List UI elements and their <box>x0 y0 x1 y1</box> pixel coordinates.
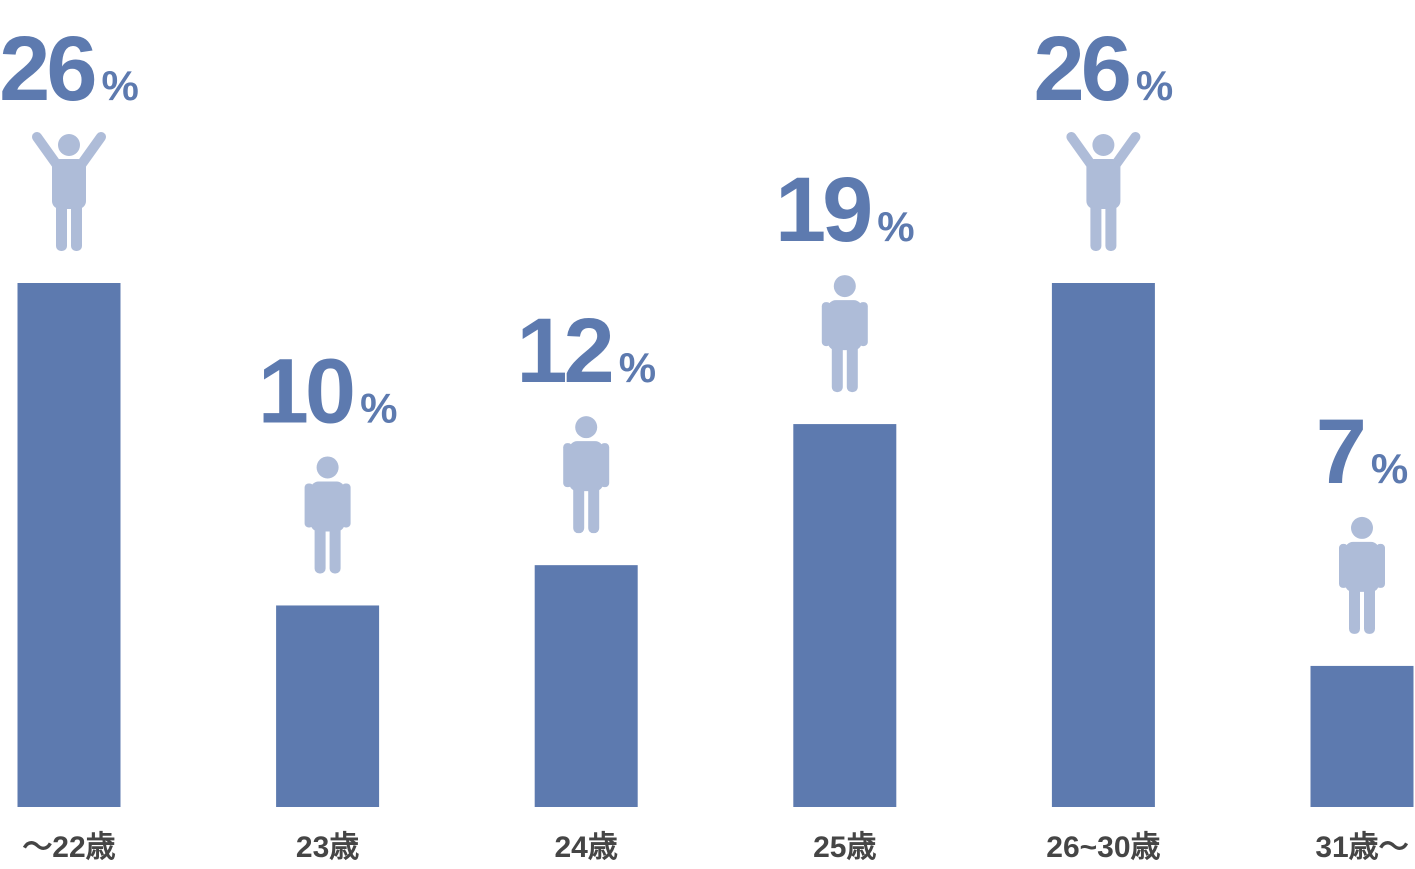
person-head <box>58 134 80 156</box>
person-arm <box>1376 543 1385 588</box>
x-tick-label: 31歳～ <box>1315 831 1408 864</box>
bar <box>17 283 121 807</box>
person-icon <box>821 275 868 393</box>
person-leg <box>329 515 341 574</box>
person-leg <box>573 475 585 534</box>
value-label: 26% <box>1034 18 1174 120</box>
person-head <box>316 456 339 479</box>
person-arm <box>76 132 106 170</box>
bar <box>793 424 897 807</box>
person-leg <box>1090 193 1102 251</box>
person-icon <box>304 456 351 574</box>
person-leg <box>56 193 67 251</box>
value-label: 12% <box>516 300 656 402</box>
value-label: 10% <box>258 340 398 442</box>
person-head <box>1092 134 1115 156</box>
person-leg <box>1349 575 1360 634</box>
value-label: 26% <box>0 18 139 120</box>
person-arm <box>1066 132 1097 170</box>
person-arm <box>1339 543 1348 588</box>
person-icon <box>563 416 610 534</box>
person-icon <box>1066 132 1141 251</box>
person-icon <box>32 132 106 251</box>
x-tick-label: 26~30歳 <box>1046 831 1160 864</box>
person-leg <box>831 334 843 393</box>
person-arm <box>304 483 314 528</box>
person-leg <box>1364 575 1375 634</box>
person-leg <box>314 515 326 574</box>
person-arm <box>1110 132 1141 170</box>
person-arm <box>341 483 351 528</box>
person-leg <box>846 334 858 393</box>
bar <box>1310 665 1414 807</box>
person-head <box>833 275 856 298</box>
person-arm <box>32 132 62 170</box>
x-tick-label: 24歳 <box>555 831 618 864</box>
person-arm <box>821 302 831 347</box>
person-arm <box>563 443 573 488</box>
person-icon <box>1339 516 1385 634</box>
bar <box>534 565 638 807</box>
x-tick-label: 25歳 <box>813 831 876 864</box>
person-head <box>1351 516 1373 539</box>
person-leg <box>71 193 82 251</box>
x-tick-label: ～22歳 <box>22 831 115 864</box>
bar <box>276 605 380 807</box>
person-leg <box>1105 193 1117 251</box>
x-tick-label: 23歳 <box>296 831 359 864</box>
value-label: 19% <box>775 159 915 261</box>
value-label: 7% <box>1316 401 1409 503</box>
person-arm <box>600 443 610 488</box>
person-leg <box>588 475 600 534</box>
bar <box>1051 283 1155 807</box>
person-arm <box>858 302 868 347</box>
person-head <box>575 416 598 439</box>
